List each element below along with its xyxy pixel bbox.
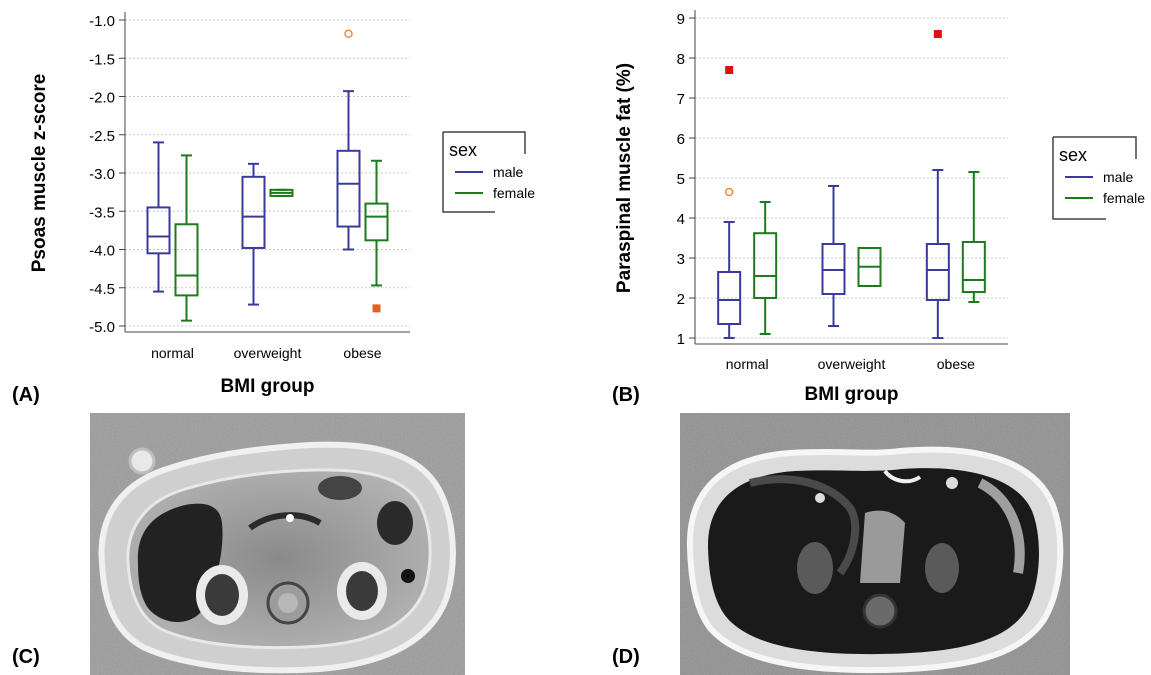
box-iqr	[174, 223, 199, 297]
y-tick-label: -5.0	[89, 319, 115, 336]
legend-frame-top	[443, 131, 526, 154]
box-iqr	[241, 175, 266, 249]
y-axis-title: Psoas muscle z-score	[29, 74, 50, 273]
x-category-label: normal	[151, 345, 194, 361]
y-tick-label: 9	[677, 11, 685, 28]
x-category-label: obese	[937, 356, 975, 372]
box-iqr	[925, 243, 950, 301]
x-category-label: normal	[726, 356, 769, 372]
legend-title: sex	[449, 140, 477, 160]
legend-title: sex	[1059, 145, 1087, 165]
box-male-obese	[336, 29, 361, 251]
y-tick-label: 3	[677, 251, 685, 268]
x-axis-title: BMI group	[805, 384, 899, 405]
outlier-point	[724, 187, 734, 197]
y-tick-label: 8	[677, 51, 685, 68]
y-tick-label: -3.0	[89, 166, 115, 183]
y-tick-label: 4	[677, 211, 685, 228]
y-tick-label: 5	[677, 171, 685, 188]
box-iqr	[961, 241, 986, 293]
box-male-obese	[925, 30, 950, 339]
y-tick-label: 7	[677, 91, 685, 108]
box-iqr	[146, 206, 171, 255]
legend-frame-left	[442, 132, 495, 213]
panel-label-d: (D)	[612, 646, 640, 668]
y-tick-label: 1	[677, 331, 685, 348]
legend-entry-male: male	[493, 164, 524, 180]
box-female-overweight	[269, 188, 294, 197]
y-tick-label: -4.5	[89, 281, 115, 298]
y-tick-label: -2.5	[89, 128, 115, 145]
box-male-overweight	[821, 185, 846, 327]
legend-entry-female: female	[1103, 190, 1145, 206]
box-iqr	[364, 202, 389, 242]
box-male-overweight	[241, 162, 266, 306]
outlier-point	[372, 304, 381, 313]
box-female-obese	[961, 171, 986, 303]
y-tick-label: -4.0	[89, 243, 115, 260]
outlier-point	[344, 29, 353, 39]
psoas-zscore-boxplot: -1.0 -1.5 -2.0 -2.5 -3.0 -3.5 -4.0 -4.5 -5.0 norm…	[29, 12, 535, 397]
box-iqr	[753, 232, 778, 299]
panel-label-a: (A)	[12, 384, 40, 406]
panel-label-b: (B)	[612, 384, 640, 406]
panel-label-c: (C)	[12, 646, 40, 668]
x-category-label: overweight	[234, 345, 302, 361]
box-female-normal	[174, 154, 199, 322]
box-female-normal	[753, 201, 778, 335]
y-axis-title: Paraspinal muscle fat (%)	[614, 63, 635, 293]
legend-entry-male: male	[1103, 169, 1134, 185]
x-axis-title: BMI group	[221, 376, 315, 397]
outlier-point	[933, 30, 942, 38]
box-male-normal	[717, 66, 742, 339]
box-female-overweight	[857, 247, 882, 287]
legend-frame-top	[1053, 136, 1137, 159]
y-tick-label: 6	[677, 131, 685, 148]
legend-frame-left	[1052, 137, 1106, 220]
y-tick-label: -2.0	[89, 90, 115, 107]
outlier-point	[725, 66, 734, 74]
mri-image-d	[680, 413, 1070, 675]
box-iqr	[717, 271, 742, 325]
box-male-normal	[146, 141, 171, 293]
legend-entry-female: female	[493, 185, 535, 201]
box-iqr	[336, 149, 361, 228]
x-category-label: overweight	[818, 356, 886, 372]
y-tick-label: 2	[677, 291, 685, 308]
y-tick-label: -3.5	[89, 204, 115, 221]
y-tick-label: -1.0	[89, 13, 115, 30]
paraspinal-fat-boxplot: 1 2 3 4 5 6 7 8 9 normal overweight obese BMI group P…	[614, 10, 1145, 405]
mri-image-c	[90, 413, 465, 675]
y-tick-label: -1.5	[89, 51, 115, 68]
x-category-label: obese	[343, 345, 381, 361]
box-female-obese	[364, 159, 389, 313]
